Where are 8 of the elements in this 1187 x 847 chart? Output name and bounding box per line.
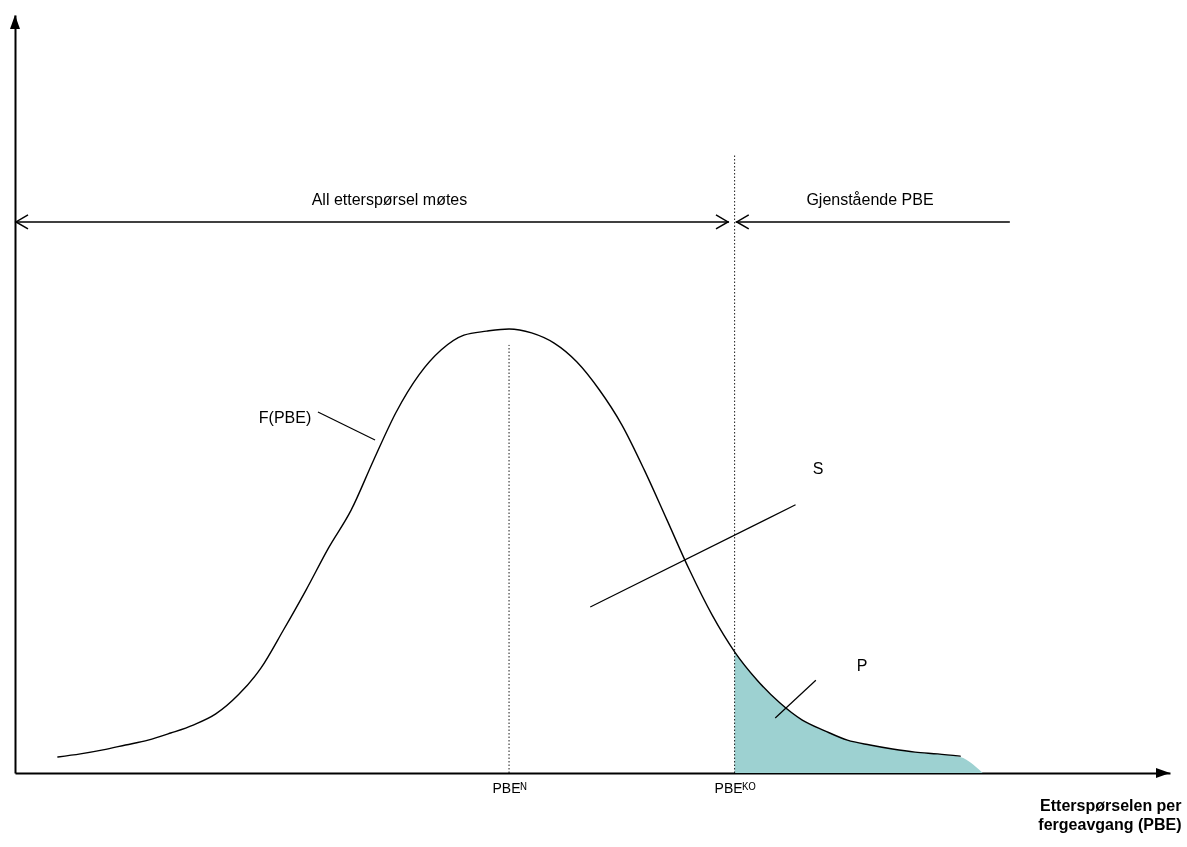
text: Gjenstående PBE [806, 191, 934, 209]
annotation: P [856, 657, 868, 675]
text: All etterspørsel møtes [311, 191, 468, 209]
x-axis-title: Etterspørselen per fergeavgang (PBE) [1038, 796, 1182, 833]
annotation: S [812, 459, 824, 477]
x-tick-label: PBEᴷᴼ [714, 779, 756, 796]
annotation: F(PBE) [258, 408, 312, 426]
x-tick-label: PBEᴺ [492, 779, 527, 796]
